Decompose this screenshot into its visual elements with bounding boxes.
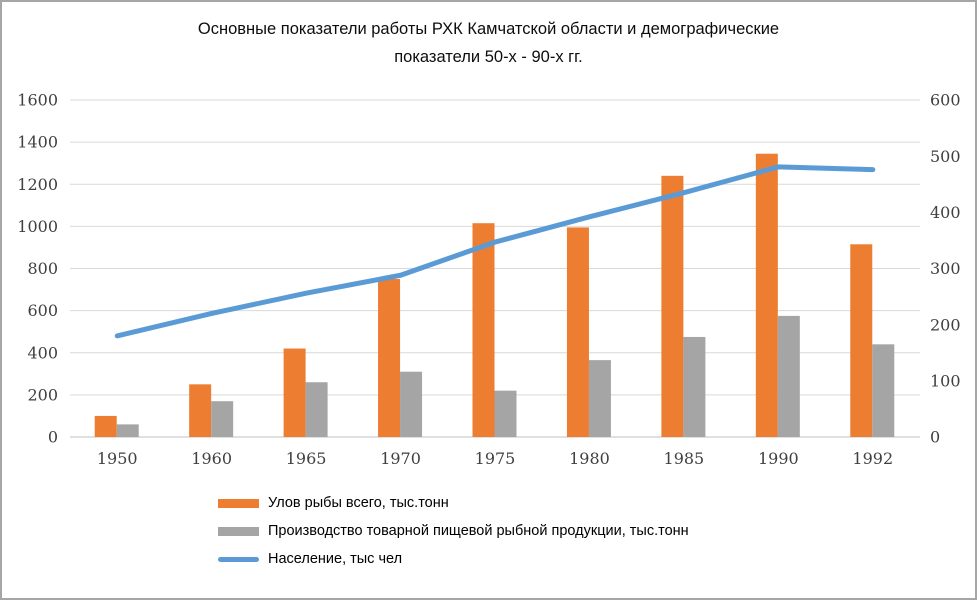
legend-item-population: Население, тыс чел [218, 551, 689, 567]
population-line [114, 164, 876, 339]
x-axis-tick-label: 1980 [569, 449, 610, 468]
right-axis-labels: 0 100 200 300 400 500 600 [930, 91, 961, 447]
bar [189, 384, 212, 437]
left-axis-tick-label: 1200 [17, 175, 58, 194]
bar [211, 401, 234, 437]
bar-series-catch [94, 153, 873, 437]
legend-label-production: Производство товарной пищевой рыбной про… [268, 523, 689, 539]
bar [472, 223, 495, 437]
chart-title-line-2: показатели 50-х - 90-х гг. [394, 48, 583, 66]
legend-item-catch: Улов рыбы всего, тыс.тонн [218, 495, 689, 511]
right-axis-tick-label: 300 [930, 259, 961, 278]
legend-item-production: Производство товарной пищевой рыбной про… [218, 523, 689, 539]
left-axis-tick-label: 800 [27, 259, 58, 278]
right-axis-tick-label: 500 [930, 147, 961, 166]
bar [850, 244, 873, 437]
right-axis-tick-label: 600 [930, 91, 961, 110]
left-axis-tick-label: 1400 [17, 133, 58, 152]
legend-line-swatch-population [218, 556, 259, 562]
left-axis-labels: 0 200 400 600 800 1000 1200 1400 1600 [17, 91, 58, 447]
bar [588, 360, 611, 437]
bar [566, 227, 589, 437]
x-axis-tick-label: 1985 [664, 449, 705, 468]
legend-label-population: Население, тыс чел [268, 551, 403, 567]
chart-legend: Улов рыбы всего, тыс.тонн Производство т… [218, 495, 689, 567]
right-axis-tick-label: 400 [930, 203, 961, 222]
right-axis-tick-label: 100 [930, 371, 961, 390]
right-axis-tick-label: 200 [930, 315, 961, 334]
chart-title-line-1: Основные показатели работы РХК Камчатско… [197, 20, 780, 38]
left-axis-tick-label: 200 [27, 385, 58, 404]
x-axis-tick-label: 1965 [286, 449, 327, 468]
legend-swatch-production [218, 526, 259, 536]
bar [683, 336, 706, 437]
right-axis-tick-label: 0 [930, 428, 940, 447]
x-axis-tick-label: 1960 [191, 449, 232, 468]
x-axis-labels: 1950 1960 1965 1970 1975 1980 1985 1990 1992 [97, 449, 893, 468]
bar [661, 175, 684, 437]
left-axis-tick-label: 600 [27, 301, 58, 320]
bar [94, 415, 117, 437]
x-axis-tick-label: 1992 [852, 449, 893, 468]
bar [378, 279, 401, 437]
x-axis-tick-label: 1990 [758, 449, 799, 468]
bar [777, 315, 800, 437]
left-axis-tick-label: 0 [48, 428, 58, 447]
bar [400, 371, 423, 437]
bar [116, 424, 139, 437]
bar-series-production [116, 315, 895, 437]
x-axis-tick-label: 1950 [97, 449, 138, 468]
bar [283, 348, 306, 437]
bar [872, 344, 895, 437]
bar [494, 390, 517, 437]
chart-title: Основные показатели работы РХК Камчатско… [2, 15, 975, 71]
left-axis-tick-label: 1600 [17, 91, 58, 110]
bar [305, 382, 328, 437]
left-axis-tick-label: 400 [27, 343, 58, 362]
left-axis-tick-label: 1000 [17, 217, 58, 236]
x-axis-tick-label: 1975 [475, 449, 516, 468]
legend-swatch-catch [218, 498, 259, 508]
legend-label-catch: Улов рыбы всего, тыс.тонн [268, 495, 449, 511]
x-axis-tick-label: 1970 [380, 449, 421, 468]
bar [755, 153, 778, 437]
